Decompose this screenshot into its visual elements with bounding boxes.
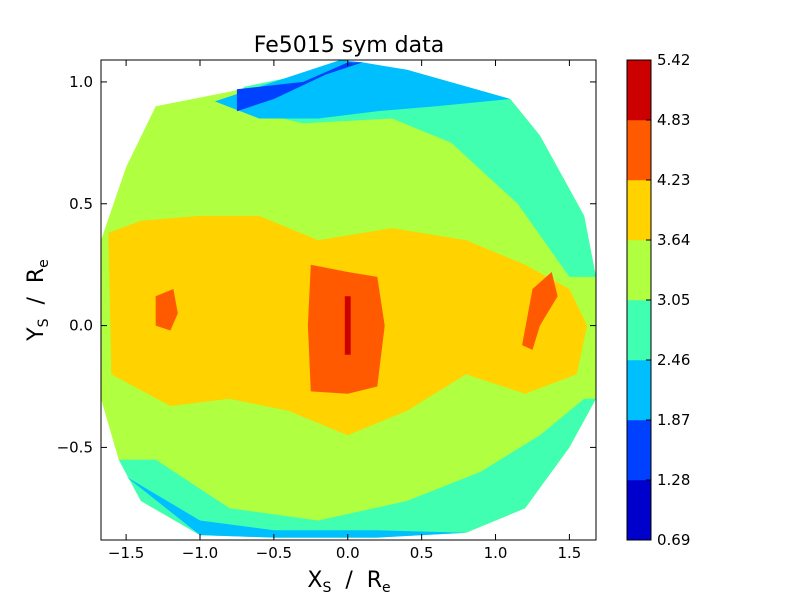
colorbar-segment-7: [626, 59, 652, 121]
y-axis-label: YS / Re: [24, 259, 52, 342]
x-axis: −1.5 −1.0 −0.5 0.0 0.5 1.0 1.5: [108, 60, 581, 562]
colorbar-label: 4.23: [657, 171, 690, 189]
x-tick-label: 1.5: [557, 544, 581, 562]
colorbar-label: 4.83: [657, 111, 690, 129]
y-tick-label: 0.0: [69, 317, 93, 335]
x-tick-label: −1.5: [108, 544, 144, 562]
x-tick-label: 1.0: [484, 544, 508, 562]
plot-area: [101, 60, 596, 538]
colorbar-segment-6: [626, 119, 652, 181]
colorbar-label: 3.64: [657, 231, 690, 249]
y-axis-label-sep: / R: [24, 268, 49, 319]
y-tick-label: 0.5: [69, 195, 93, 213]
colorbar-label: 1.28: [657, 471, 690, 489]
colorbar-label: 2.46: [657, 351, 690, 369]
contour-region-4: [236, 62, 363, 112]
x-tick-label: 0.0: [336, 544, 360, 562]
x-axis-label-main: X: [307, 568, 322, 593]
x-axis-label-sep: / R: [331, 568, 382, 593]
plot-frame: [100, 59, 597, 541]
colorbar-segment-1: [626, 419, 652, 481]
colorbar-segment-4: [626, 239, 652, 301]
contour-region-3: [126, 476, 466, 538]
colorbar-label: 0.69: [657, 531, 690, 549]
chart-title: Fe5015 sym data: [254, 33, 444, 58]
y-axis-label-main: Y: [24, 327, 49, 342]
contour-region-9: [344, 296, 351, 355]
x-tick-label: −1.0: [182, 544, 218, 562]
y-axis-label-unit-sub: e: [36, 259, 52, 268]
x-tick-label: −0.5: [256, 544, 292, 562]
contour-region-1: [118, 398, 596, 538]
x-axis-label: XS / Re: [307, 568, 390, 596]
colorbar-segment-5: [626, 179, 652, 241]
x-tick-label: 0.5: [410, 544, 434, 562]
y-tick-label: 1.0: [69, 73, 93, 91]
contour-region-8: [155, 289, 178, 331]
colorbar-segment-3: [626, 299, 652, 361]
colorbar-label: 3.05: [657, 291, 690, 309]
y-tick-label: −0.5: [57, 438, 93, 456]
contour-region-7: [522, 272, 558, 350]
colorbar: 0.69 1.28 1.87 2.46 3.05 3.64 4.23 4.83 5.42: [626, 51, 690, 549]
y-axis-label-sub: S: [36, 318, 52, 327]
colorbar-segment-0: [626, 479, 652, 541]
x-axis-label-unit-sub: e: [382, 580, 391, 596]
contour-region-2: [214, 60, 511, 119]
y-axis: −0.5 0.0 0.5 1.0: [57, 73, 596, 456]
colorbar-label: 5.42: [657, 51, 690, 69]
colorbar-label: 1.87: [657, 411, 690, 429]
colorbar-segment-2: [626, 359, 652, 421]
x-axis-label-sub: S: [322, 580, 331, 596]
